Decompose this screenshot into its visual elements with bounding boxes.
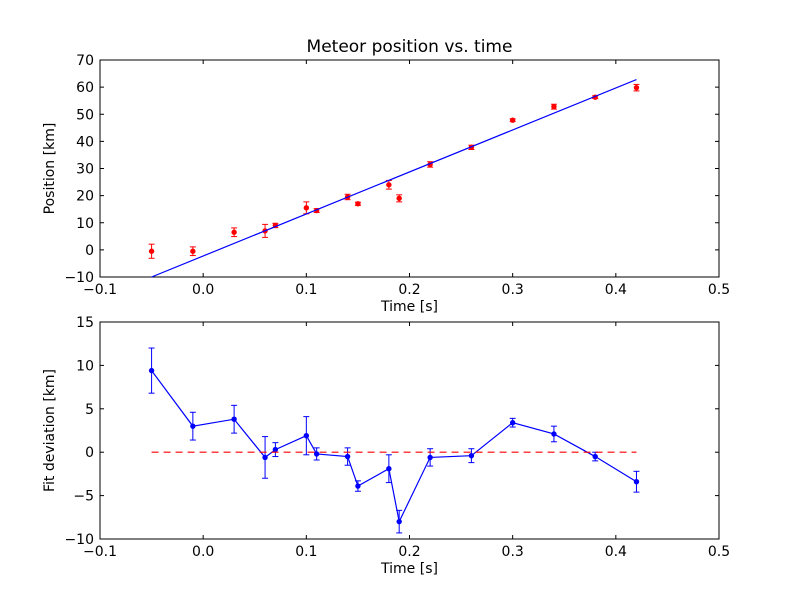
y-tick-label: 50 [76, 107, 94, 123]
y-tick-label: 10 [76, 358, 94, 374]
data-point [551, 431, 557, 437]
x-tick-label: 0.2 [398, 282, 420, 298]
y-tick-label: 15 [76, 315, 94, 331]
x-axis-label: Time [s] [380, 561, 438, 577]
data-point [633, 479, 640, 485]
y-tick-label: 20 [76, 189, 94, 205]
x-tick-label: 0.4 [605, 544, 627, 560]
data-point [262, 454, 268, 461]
y-tick-label: 60 [76, 80, 94, 96]
data-point [355, 201, 361, 207]
data-point [303, 433, 310, 439]
deviation-chart: −0.1 0.0 0.1 0.2 0.3 0.4 0.5 −10 −5 0 5 10 15 Time [s… [42, 315, 730, 577]
data-point [396, 518, 402, 525]
data-point [190, 423, 196, 429]
data-point [355, 483, 361, 489]
data-point [592, 453, 598, 460]
data-point [148, 248, 155, 254]
y-tick-label: 0 [85, 243, 94, 259]
x-tick-label: 0.3 [502, 544, 524, 560]
x-tick-label: 0.2 [398, 544, 420, 560]
fit-line [151, 78, 637, 278]
data-point [633, 84, 640, 91]
y-axis-label: Position [km] [42, 123, 58, 215]
x-axis-label: Time [s] [380, 299, 438, 315]
data-point [231, 416, 237, 422]
y-tick-label: 40 [76, 134, 94, 150]
data-point [303, 205, 310, 211]
data-point [386, 182, 392, 188]
y-tick-label: −10 [64, 270, 94, 286]
y-tick-label: 0 [85, 445, 94, 461]
data-point [231, 229, 237, 235]
x-tick-label: 0.5 [708, 282, 730, 298]
y-tick-label: −10 [64, 532, 94, 548]
data-point [396, 195, 402, 202]
y-tick-label: 10 [76, 216, 94, 232]
data-point [468, 452, 475, 459]
x-tick-label: −0.1 [83, 282, 117, 298]
x-tick-label: 0.1 [295, 544, 317, 560]
data-point [313, 451, 320, 457]
data-point [509, 419, 516, 426]
plot-frame [99, 59, 720, 278]
data-point [190, 248, 196, 254]
x-tick-label: 0.0 [192, 282, 214, 298]
y-tick-label: 30 [76, 162, 94, 178]
data-point [551, 103, 557, 110]
data-point [427, 454, 433, 461]
chart-title: Meteor position vs. time [307, 37, 513, 57]
y-tick-label: 5 [85, 402, 94, 418]
data-point [148, 367, 155, 374]
x-tick-label: 0.4 [605, 282, 627, 298]
y-axis-label: Fit deviation [km] [42, 369, 58, 492]
x-tick-label: 0.5 [708, 544, 730, 560]
deviation-line [151, 370, 637, 524]
position-chart: −0.1 0.0 0.1 0.2 0.3 0.4 0.5 −10 0 10 20 30 40 50 60 70… [42, 37, 730, 315]
x-tick-label: 0.3 [502, 282, 524, 298]
x-tick-label: 0.1 [295, 282, 317, 298]
data-point [272, 446, 279, 453]
data-point [509, 117, 516, 123]
x-tick-label: 0.0 [192, 544, 214, 560]
data-point [344, 453, 351, 460]
y-tick-label: 70 [76, 53, 94, 69]
x-tick-label: −0.1 [83, 544, 117, 560]
y-tick-label: −5 [73, 489, 94, 505]
data-point [386, 465, 392, 472]
